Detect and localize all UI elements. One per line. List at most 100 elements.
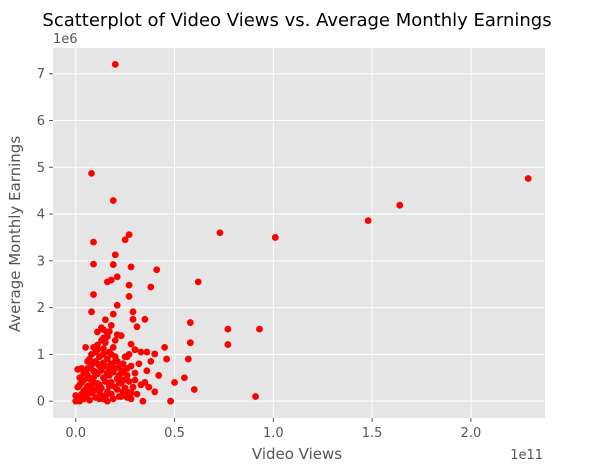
data-point: [129, 383, 137, 391]
data-point: [127, 263, 135, 271]
data-point: [111, 336, 119, 344]
y-tick-labels: 0 1 2 3 4 5 6 7: [37, 67, 53, 410]
x-offset-label: 1e11: [510, 448, 543, 463]
y-tick-label: 2: [37, 301, 45, 316]
data-point: [115, 379, 123, 386]
data-point: [86, 375, 93, 383]
data-points: [72, 60, 532, 405]
data-point: [111, 60, 119, 68]
data-point: [123, 394, 131, 401]
data-point: [109, 197, 117, 204]
data-point: [153, 266, 161, 274]
data-point: [88, 169, 95, 177]
data-point: [90, 291, 97, 298]
data-point: [216, 229, 224, 237]
data-point: [147, 283, 155, 291]
data-point: [76, 374, 84, 382]
y-tick-label: 7: [37, 67, 45, 82]
data-point: [111, 383, 119, 391]
data-point: [180, 374, 188, 382]
data-point: [143, 348, 151, 356]
data-point: [90, 238, 97, 246]
data-point: [86, 396, 93, 404]
data-point: [109, 261, 117, 268]
data-point: [88, 308, 95, 316]
data-point: [129, 315, 137, 323]
grid-lines: [53, 48, 545, 418]
data-point: [151, 350, 159, 358]
data-point: [88, 381, 95, 389]
data-point: [96, 395, 103, 403]
data-point: [90, 367, 97, 375]
data-point: [121, 236, 129, 244]
data-point: [161, 343, 169, 351]
data-point: [145, 383, 153, 391]
data-point: [98, 384, 105, 392]
data-point: [88, 350, 95, 358]
data-point: [147, 358, 155, 365]
data-point: [107, 321, 115, 329]
data-point: [74, 365, 82, 373]
data-point: [524, 175, 532, 182]
data-point: [96, 353, 103, 361]
data-point: [155, 372, 163, 379]
data-point: [131, 376, 139, 384]
data-point: [82, 343, 90, 351]
data-point: [94, 379, 101, 387]
data-point: [127, 389, 135, 397]
data-point: [127, 362, 135, 370]
data-point: [90, 260, 97, 268]
data-point: [143, 367, 151, 375]
data-point: [113, 273, 121, 281]
data-point: [256, 325, 263, 333]
data-point: [141, 315, 149, 323]
data-point: [125, 350, 133, 358]
data-point: [167, 397, 174, 405]
data-point: [364, 217, 372, 225]
data-point: [129, 308, 137, 316]
data-point: [151, 388, 159, 396]
data-point: [131, 369, 139, 377]
data-point: [99, 359, 107, 367]
data-point: [103, 369, 111, 377]
y-tick-label: 5: [37, 161, 45, 176]
y-tick-label: 1: [37, 348, 45, 363]
data-point: [80, 395, 88, 403]
data-point: [224, 325, 232, 333]
x-tick-label: 0.5: [164, 426, 185, 441]
data-point: [190, 386, 198, 393]
data-point: [74, 383, 82, 391]
data-point: [117, 369, 125, 377]
y-tick-label: 3: [37, 254, 45, 269]
data-point: [107, 350, 115, 358]
data-point: [111, 365, 119, 372]
x-tick-label: 1.0: [263, 426, 284, 441]
x-tick-label: 2.0: [461, 426, 482, 441]
data-point: [101, 393, 109, 400]
data-point: [125, 378, 133, 385]
x-tick-label: 1.5: [362, 426, 383, 441]
x-tick-label: 0.0: [65, 426, 86, 441]
data-point: [125, 281, 133, 289]
data-point: [133, 390, 141, 398]
data-point: [109, 395, 117, 403]
data-point: [111, 251, 119, 259]
data-point: [113, 301, 121, 309]
data-point: [119, 360, 127, 368]
data-point: [84, 358, 91, 365]
data-point: [82, 368, 90, 376]
data-point: [117, 332, 125, 340]
data-point: [99, 374, 107, 382]
data-point: [123, 372, 131, 379]
data-point: [92, 386, 99, 393]
y-tick-label: 6: [37, 114, 45, 129]
chart-title: Scatterplot of Video Views vs. Average M…: [42, 10, 551, 31]
data-point: [109, 310, 117, 318]
data-point: [133, 323, 141, 331]
data-point: [125, 292, 133, 300]
x-tick-labels: 0.0 0.5 1.0 1.5 2.0: [65, 418, 481, 441]
data-point: [99, 334, 107, 342]
data-point: [139, 397, 147, 405]
y-tick-label: 0: [37, 395, 45, 410]
